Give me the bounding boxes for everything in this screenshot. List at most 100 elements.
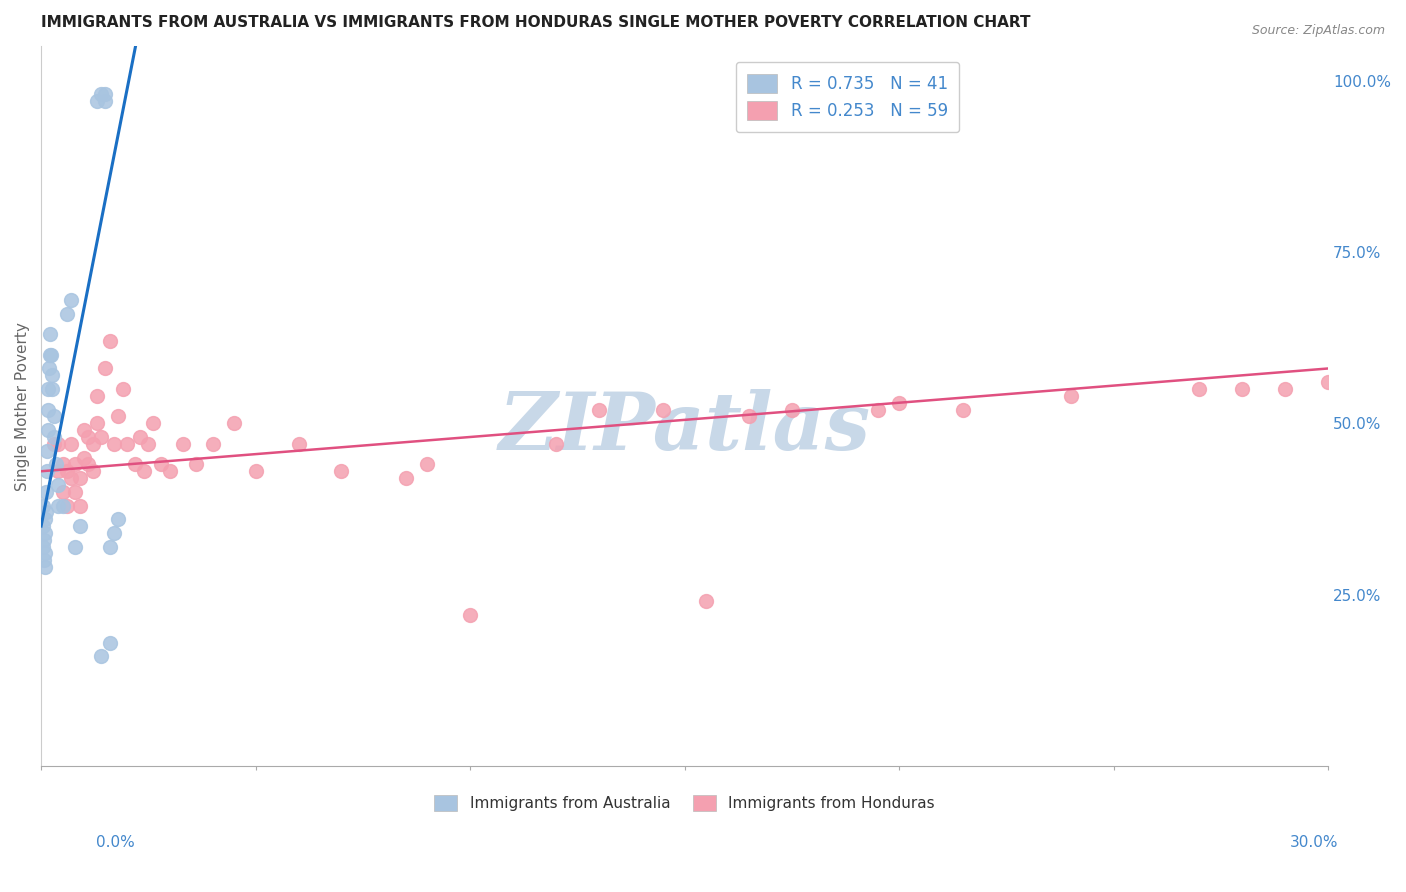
Point bbox=[1188, 382, 1211, 396]
Point bbox=[90, 649, 112, 664]
Point bbox=[544, 437, 567, 451]
Point bbox=[1317, 375, 1340, 389]
Point bbox=[56, 464, 79, 478]
Point bbox=[38, 327, 60, 342]
Point bbox=[32, 553, 55, 567]
Point bbox=[37, 443, 59, 458]
Point bbox=[37, 402, 59, 417]
Point bbox=[69, 519, 91, 533]
Point bbox=[82, 464, 104, 478]
Point bbox=[115, 437, 138, 451]
Point bbox=[780, 402, 803, 417]
Point bbox=[103, 437, 125, 451]
Point bbox=[1060, 389, 1083, 403]
Point bbox=[77, 430, 100, 444]
Point bbox=[32, 533, 55, 547]
Point bbox=[416, 458, 439, 472]
Point bbox=[41, 382, 63, 396]
Point bbox=[98, 334, 121, 348]
Point bbox=[32, 540, 55, 554]
Point bbox=[77, 458, 100, 472]
Point bbox=[34, 546, 56, 560]
Text: Source: ZipAtlas.com: Source: ZipAtlas.com bbox=[1251, 24, 1385, 37]
Point bbox=[32, 499, 55, 513]
Point bbox=[94, 95, 117, 109]
Point bbox=[107, 512, 129, 526]
Point bbox=[65, 484, 87, 499]
Point bbox=[395, 471, 418, 485]
Point bbox=[224, 417, 246, 431]
Point bbox=[37, 423, 59, 437]
Point bbox=[60, 437, 83, 451]
Point bbox=[46, 478, 69, 492]
Point bbox=[1274, 382, 1296, 396]
Text: 30.0%: 30.0% bbox=[1291, 836, 1339, 850]
Point bbox=[1232, 382, 1254, 396]
Point bbox=[35, 484, 58, 499]
Point bbox=[201, 437, 224, 451]
Point bbox=[90, 430, 112, 444]
Point bbox=[65, 540, 87, 554]
Point bbox=[38, 361, 60, 376]
Point bbox=[37, 382, 59, 396]
Point bbox=[159, 464, 181, 478]
Point bbox=[866, 402, 889, 417]
Point bbox=[738, 409, 761, 424]
Y-axis label: Single Mother Poverty: Single Mother Poverty bbox=[15, 322, 30, 491]
Legend: Immigrants from Australia, Immigrants from Honduras: Immigrants from Australia, Immigrants fr… bbox=[429, 789, 941, 817]
Point bbox=[124, 458, 146, 472]
Point bbox=[887, 395, 910, 409]
Text: ZIPatlas: ZIPatlas bbox=[499, 389, 870, 467]
Point bbox=[330, 464, 353, 478]
Point bbox=[38, 348, 60, 362]
Point bbox=[128, 430, 150, 444]
Point bbox=[138, 437, 160, 451]
Point bbox=[34, 512, 56, 526]
Point bbox=[69, 499, 91, 513]
Point bbox=[32, 519, 55, 533]
Point bbox=[952, 402, 974, 417]
Point bbox=[150, 458, 173, 472]
Point bbox=[46, 437, 69, 451]
Point bbox=[86, 389, 108, 403]
Point bbox=[90, 87, 112, 102]
Point bbox=[34, 560, 56, 574]
Point bbox=[172, 437, 194, 451]
Point bbox=[245, 464, 267, 478]
Point bbox=[86, 95, 108, 109]
Point bbox=[94, 361, 117, 376]
Point bbox=[35, 464, 58, 478]
Point bbox=[46, 464, 69, 478]
Point bbox=[132, 464, 155, 478]
Point bbox=[42, 437, 65, 451]
Point bbox=[39, 348, 62, 362]
Point bbox=[184, 458, 207, 472]
Point bbox=[98, 635, 121, 649]
Point bbox=[82, 437, 104, 451]
Point bbox=[56, 307, 79, 321]
Point bbox=[51, 458, 73, 472]
Point bbox=[86, 417, 108, 431]
Point bbox=[107, 409, 129, 424]
Point bbox=[695, 594, 717, 608]
Point bbox=[60, 293, 83, 307]
Point bbox=[69, 471, 91, 485]
Point bbox=[41, 368, 63, 383]
Text: 0.0%: 0.0% bbox=[96, 836, 135, 850]
Point bbox=[458, 608, 481, 623]
Point bbox=[35, 505, 58, 519]
Point bbox=[98, 540, 121, 554]
Point bbox=[65, 458, 87, 472]
Point bbox=[51, 499, 73, 513]
Point bbox=[60, 471, 83, 485]
Point bbox=[142, 417, 165, 431]
Point bbox=[287, 437, 309, 451]
Point bbox=[42, 430, 65, 444]
Point bbox=[51, 484, 73, 499]
Point bbox=[652, 402, 675, 417]
Point bbox=[73, 423, 96, 437]
Point bbox=[45, 458, 67, 472]
Point bbox=[111, 382, 134, 396]
Point bbox=[588, 402, 610, 417]
Point bbox=[73, 450, 96, 465]
